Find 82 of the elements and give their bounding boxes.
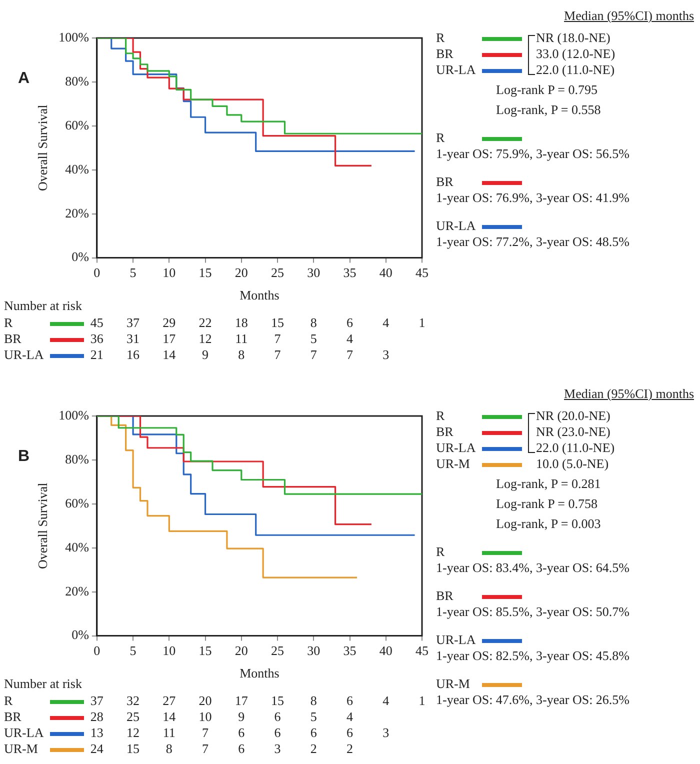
text: Median (95%CI) months — [563, 8, 694, 24]
x-tick-label: 0 — [94, 265, 100, 280]
x-tick-label: 40 — [379, 643, 392, 658]
text: 1-year OS: 82.5%, 3-year OS: 45.8% — [436, 648, 631, 664]
series-label: R — [436, 130, 446, 146]
y-tick-label: 100% — [58, 29, 90, 44]
text: 1-year OS: 85.5%, 3-year OS: 50.7% — [436, 604, 631, 620]
text: BR — [436, 174, 454, 189]
text: NR (20.0-NE) — [536, 408, 610, 424]
y-tick-label: 40% — [65, 539, 90, 554]
text: BR — [436, 588, 454, 603]
text: 1-year OS: 77.2%, 3-year OS: 48.5% — [436, 234, 631, 250]
text: Log-rank P = 0.795 — [496, 82, 598, 98]
legend-label: UR-LA — [436, 440, 477, 456]
x-tick-label: 45 — [416, 265, 428, 280]
text: 1-year OS: 76.9%, 3-year OS: 41.9% — [436, 190, 631, 206]
text: 1-year OS: 47.6%, 3-year OS: 26.5% — [436, 692, 631, 708]
text: Log-rank, P = 0.003 — [496, 516, 602, 532]
y-axis-title: Overall Survival — [35, 482, 50, 570]
text: UR-LA — [436, 632, 476, 647]
text: UR-M 24 15 8 7 6 3 2 2 — [4, 741, 353, 756]
y-tick-label: 60% — [65, 495, 90, 510]
y-tick-label: 20% — [65, 583, 90, 598]
text: BR 28 25 14 10 9 6 5 4 — [4, 709, 353, 724]
text: Log-rank, P = 0.558 — [496, 102, 602, 118]
x-tick-label: 0 — [94, 643, 100, 658]
x-tick-label: 10 — [162, 643, 176, 658]
legend-label: UR-LA — [436, 62, 477, 78]
text: R — [436, 544, 446, 560]
text: UR-M — [436, 676, 470, 691]
x-tick-label: 20 — [234, 643, 248, 658]
x-tick-label: 35 — [343, 265, 356, 280]
x-tick-label: 15 — [198, 643, 212, 658]
y-tick-label: 0% — [72, 627, 90, 642]
x-tick-label: 30 — [307, 643, 320, 658]
y-tick-label: 100% — [58, 407, 90, 422]
text: Median (95%CI) months — [563, 386, 694, 402]
x-axis-title: Months — [240, 666, 280, 681]
text: R — [436, 30, 445, 45]
text: 33.0 (12.0-NE) — [536, 46, 616, 62]
text: 10.0 (5.0-NE) — [536, 456, 609, 472]
x-tick-label: 25 — [271, 643, 284, 658]
text: 1-year OS: 75.9%, 3-year OS: 56.5% — [436, 146, 631, 162]
text: UR-LA 13 12 11 7 6 6 6 6 3 — [4, 725, 390, 740]
x-tick-label: 5 — [130, 265, 136, 280]
text: NR (18.0-NE) — [536, 30, 610, 46]
y-tick-label: 0% — [72, 249, 90, 264]
legend-label: BR — [436, 424, 454, 440]
text: Log-rank P = 0.758 — [496, 496, 598, 512]
y-tick-label: 40% — [65, 161, 90, 176]
x-tick-label: 35 — [343, 643, 356, 658]
y-axis-title: Overall Survival — [35, 104, 50, 192]
x-tick-label: 45 — [416, 643, 428, 658]
text: Log-rank, P = 0.281 — [496, 476, 602, 492]
text: R 37 32 27 20 17 15 8 6 4 1 — [4, 693, 426, 708]
text: R 45 37 29 22 18 15 8 6 4 1 — [4, 315, 426, 330]
text: UR-LA — [436, 218, 476, 233]
x-tick-label: 10 — [162, 265, 176, 280]
y-tick-label: 80% — [65, 451, 90, 466]
text: BR 36 31 17 12 11 7 5 4 — [4, 331, 353, 346]
y-tick-label: 80% — [65, 73, 90, 88]
x-tick-label: 15 — [198, 265, 212, 280]
text: A — [18, 70, 30, 88]
y-tick-label: 60% — [65, 117, 90, 132]
x-tick-label: 5 — [130, 643, 136, 658]
text: B — [18, 448, 30, 466]
x-tick-label: 25 — [271, 265, 284, 280]
legend-label: UR-M — [436, 456, 471, 472]
legend-label: BR — [436, 46, 454, 62]
text: Number at risk — [4, 298, 82, 314]
text: UR-LA 21 16 14 9 8 7 7 7 3 — [4, 347, 390, 362]
x-axis-title: Months — [240, 288, 280, 303]
text: R — [436, 408, 445, 423]
text: NR (23.0-NE) — [536, 424, 610, 440]
text: 1-year OS: 83.4%, 3-year OS: 64.5% — [436, 560, 631, 576]
x-tick-label: 40 — [379, 265, 392, 280]
x-tick-label: 20 — [234, 265, 248, 280]
text: 22.0 (11.0-NE) — [536, 440, 615, 456]
text: Number at risk — [4, 676, 82, 692]
text: 22.0 (11.0-NE) — [536, 62, 615, 78]
y-tick-label: 20% — [65, 205, 90, 220]
x-tick-label: 30 — [307, 265, 320, 280]
